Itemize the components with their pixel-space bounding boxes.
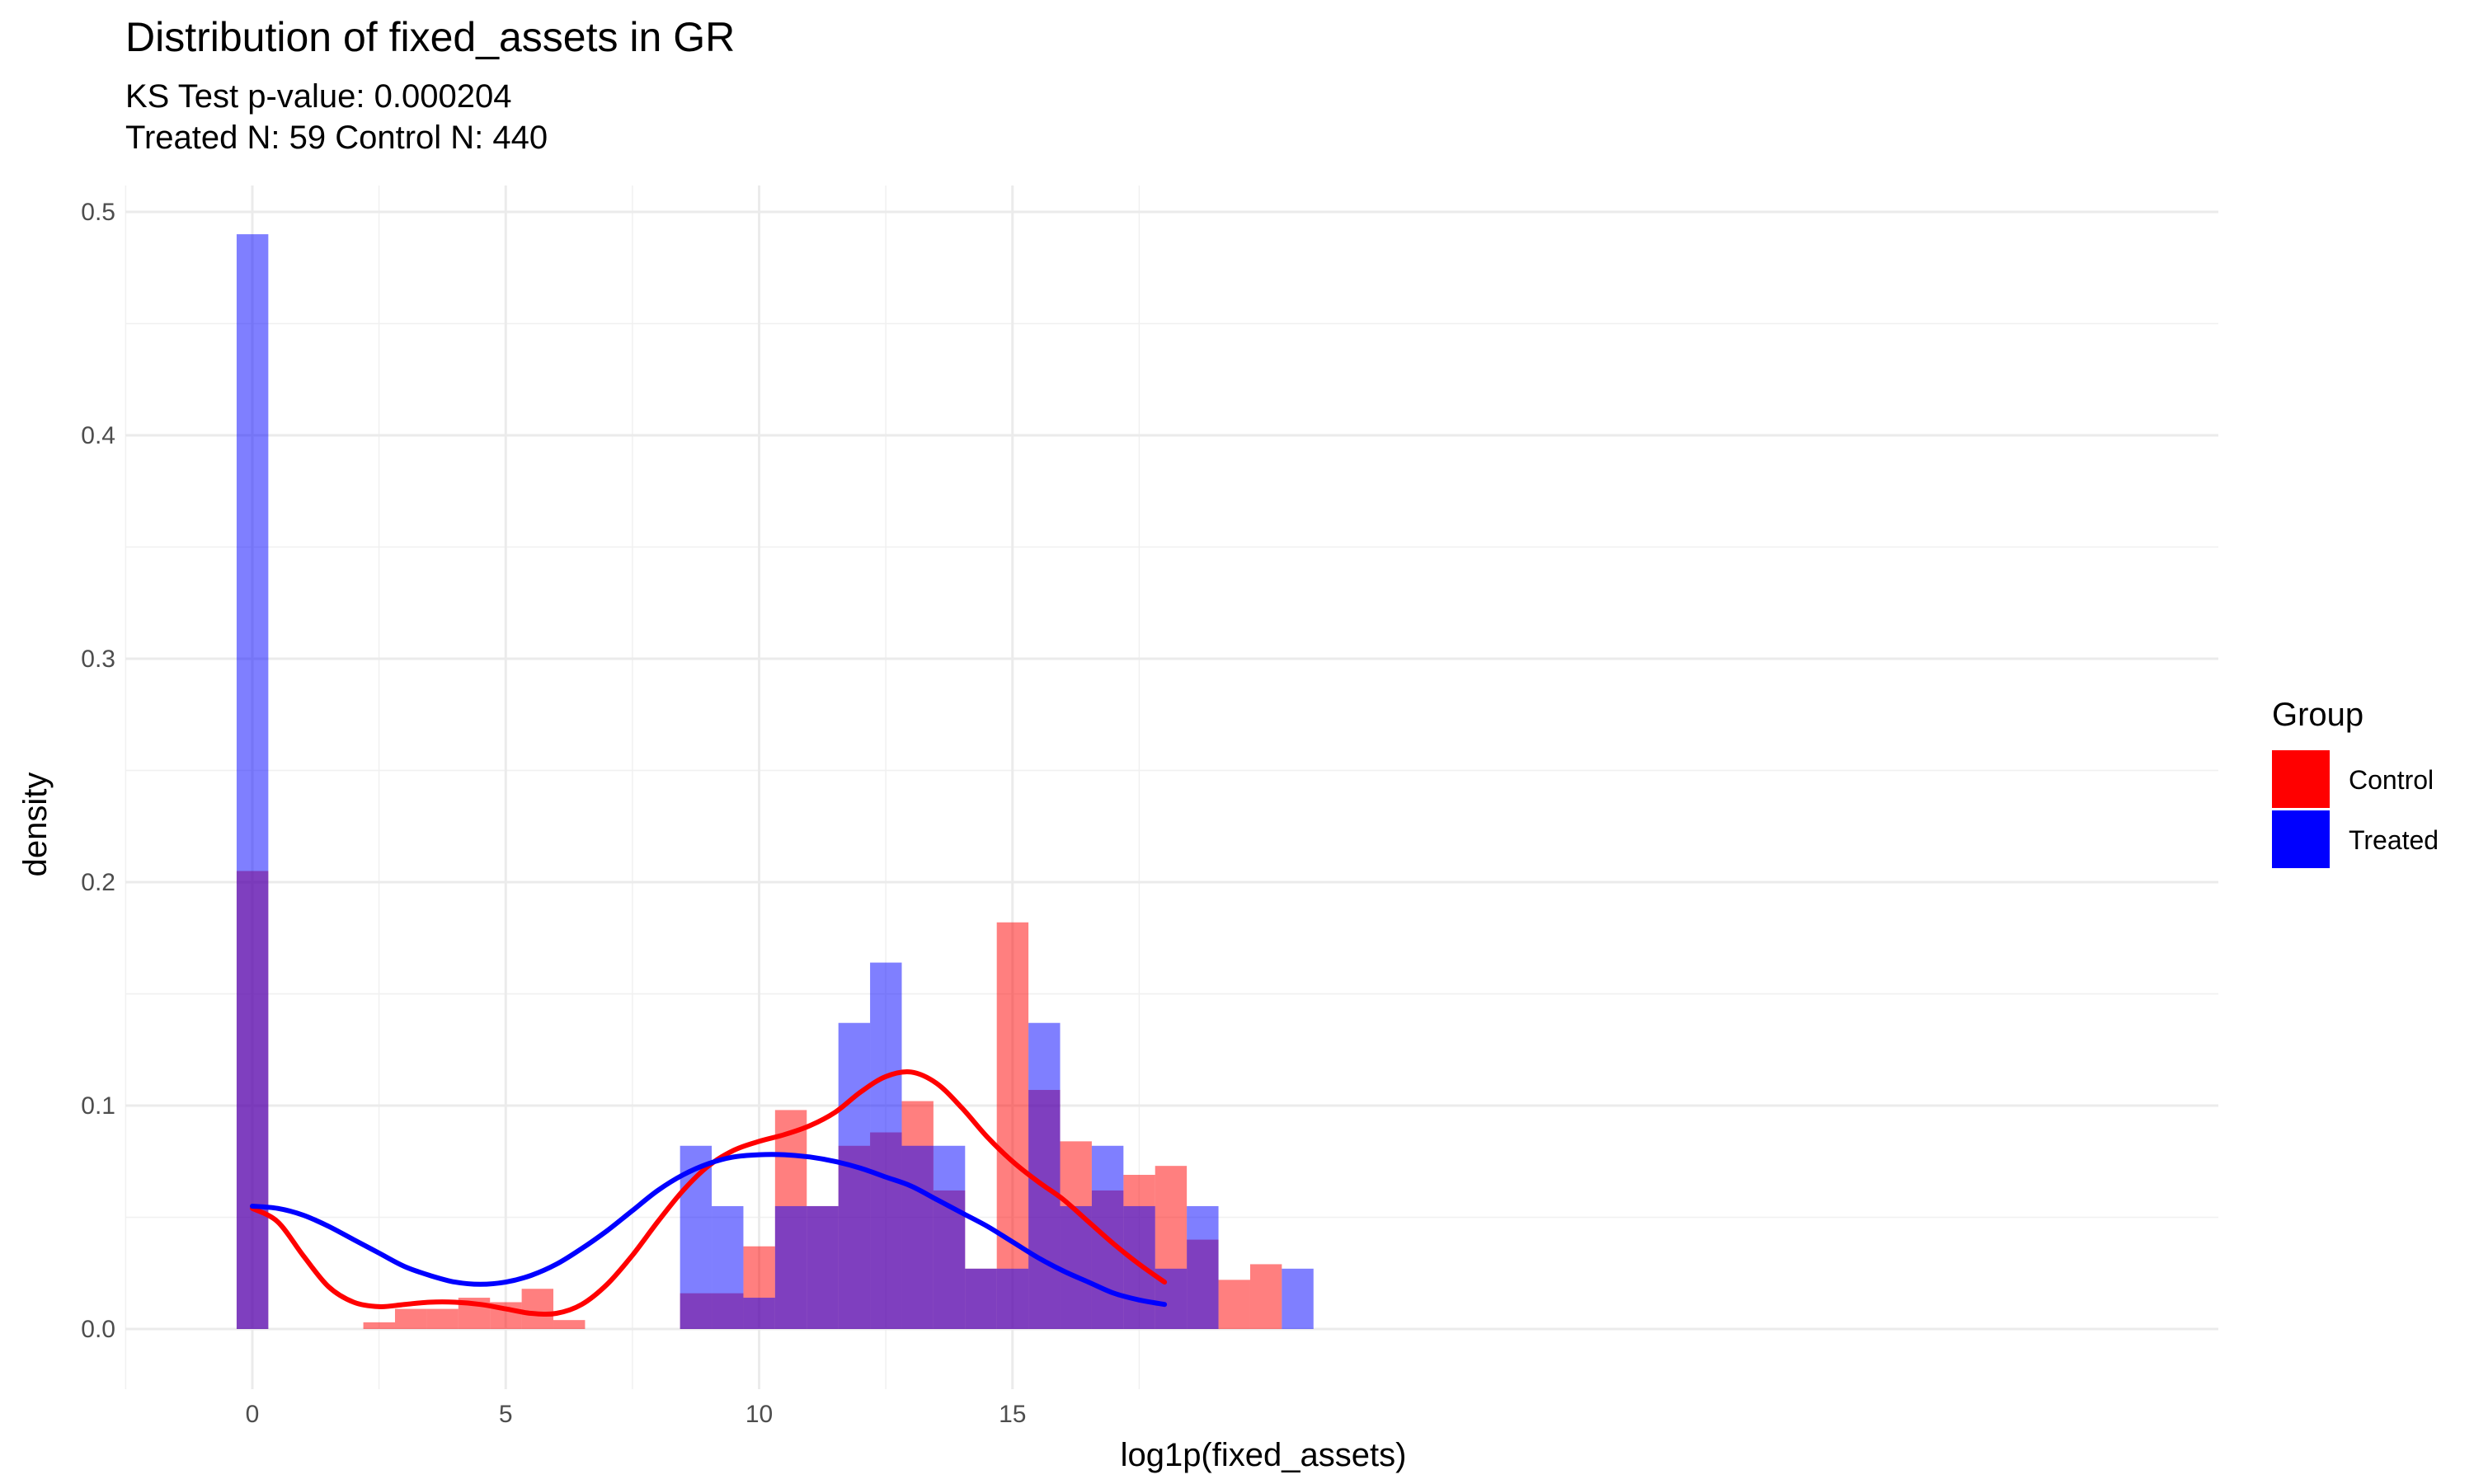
bar-treated-22 [933, 1145, 966, 1329]
bar-control-24 [996, 922, 1029, 1329]
y-tick-label-2: 0.2 [81, 869, 115, 896]
bar-treated-0 [236, 234, 269, 1330]
chart-subtitle-line-1: KS Test p-value: 0.000204 [125, 78, 511, 115]
x-axis-ticks: 0 5 10 15 [246, 1401, 1027, 1428]
bar-treated-19 [838, 1022, 871, 1329]
x-tick-label-0: 0 [246, 1401, 260, 1428]
bar-treated-28 [1123, 1205, 1155, 1329]
bar-treated-21 [901, 1145, 934, 1329]
bar-treated-30 [1187, 1205, 1219, 1329]
y-tick-label-0: 0.0 [81, 1316, 115, 1343]
bar-control-9 [521, 1289, 554, 1329]
legend-title: Group [2272, 697, 2363, 733]
bar-treated-20 [870, 962, 902, 1329]
bar-control-5 [394, 1308, 427, 1329]
legend-key-control [2272, 750, 2330, 808]
legend-label-treated: Treated [2349, 825, 2439, 855]
density-curve-treated [250, 1152, 1168, 1308]
y-axis-ticks: 0.0 0.1 0.2 0.3 0.4 0.5 [81, 199, 115, 1343]
y-tick-label-5: 0.5 [81, 199, 115, 226]
bar-treated-16 [743, 1298, 775, 1329]
bar-treated-17 [774, 1205, 807, 1329]
bar-control-4 [363, 1322, 395, 1329]
density-curves [250, 1068, 1168, 1317]
bar-control-31 [1218, 1280, 1250, 1329]
bar-treated-26 [1060, 1205, 1092, 1329]
chart-title: Distribution of fixed_assets in GR [125, 14, 735, 60]
bar-treated-24 [996, 1268, 1029, 1329]
bar-control-6 [426, 1308, 459, 1329]
y-tick-label-1: 0.1 [81, 1092, 115, 1120]
y-tick-label-4: 0.4 [81, 422, 115, 449]
bar-control-32 [1249, 1264, 1282, 1329]
y-axis-title: density [17, 773, 54, 877]
x-axis-title: log1p(fixed_assets) [1121, 1437, 1407, 1473]
x-tick-label-2: 10 [745, 1401, 773, 1428]
bars-treated [236, 234, 1314, 1330]
x-tick-label-1: 5 [499, 1401, 513, 1428]
legend-label-control: Control [2349, 765, 2434, 795]
bar-treated-15 [712, 1205, 744, 1329]
bar-treated-33 [1282, 1268, 1314, 1329]
legend: Group Control Treated [2272, 697, 2439, 868]
bar-control-10 [553, 1320, 586, 1329]
bar-treated-18 [807, 1205, 839, 1329]
y-tick-label-3: 0.3 [81, 646, 115, 673]
chart-subtitle-line-2: Treated N: 59 Control N: 440 [125, 120, 548, 156]
x-tick-label-3: 15 [999, 1401, 1026, 1428]
legend-key-treated [2272, 810, 2330, 868]
bar-treated-23 [965, 1268, 997, 1329]
